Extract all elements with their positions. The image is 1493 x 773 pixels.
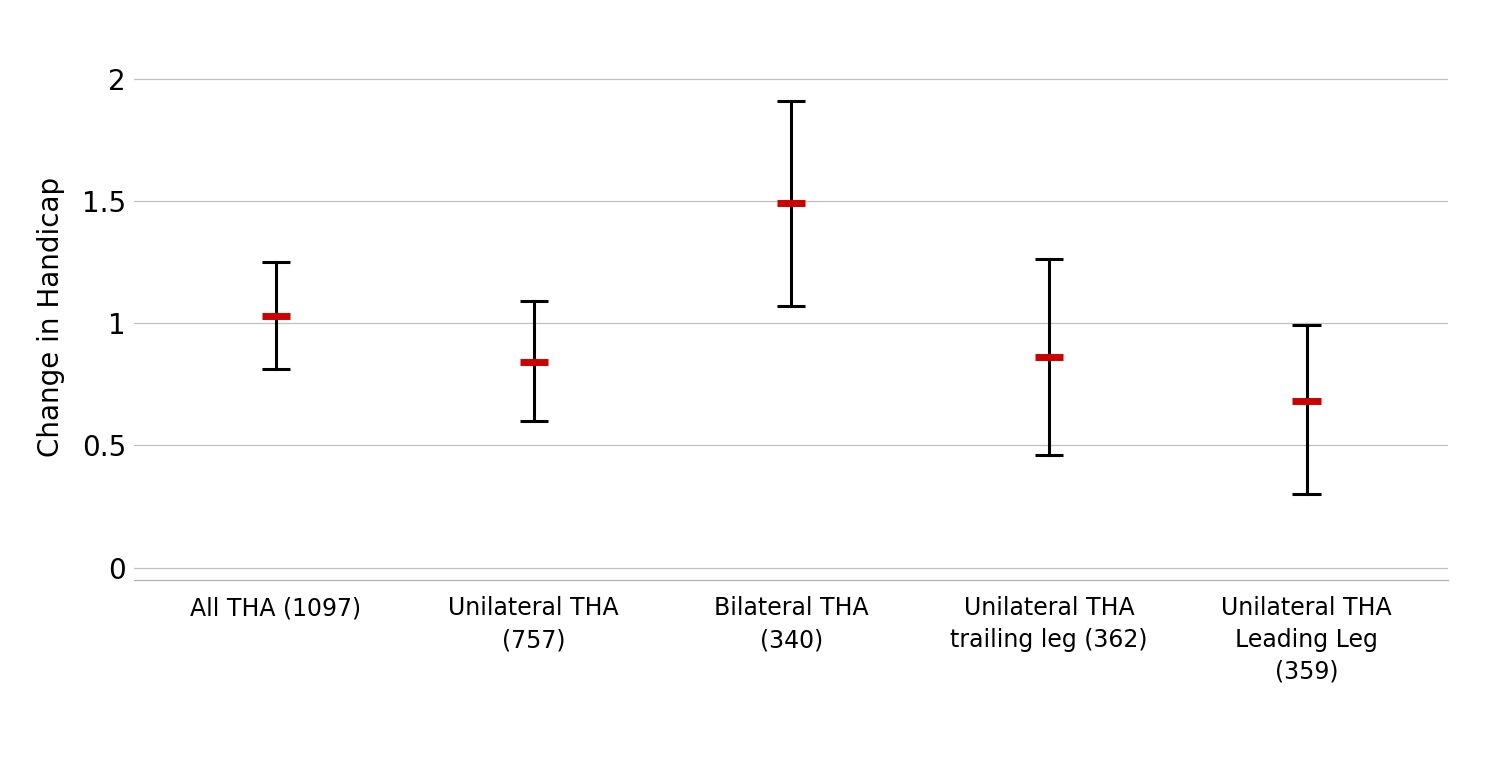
Y-axis label: Change in Handicap: Change in Handicap — [37, 177, 66, 457]
